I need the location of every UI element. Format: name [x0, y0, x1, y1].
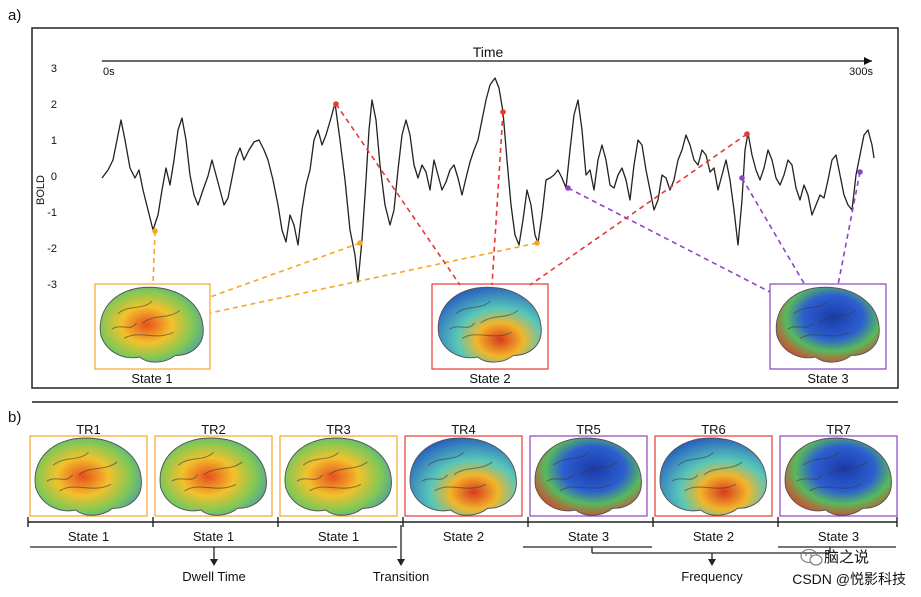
tr-frame — [29, 435, 148, 517]
tr-panel: TR2 State 1 — [154, 422, 273, 544]
tr-state-label: State 1 — [68, 529, 109, 544]
watermark-title: 脑之说 — [824, 549, 869, 566]
tr-brain-icon — [659, 437, 767, 516]
watermark-credit: CSDN @悦影科技 — [792, 571, 906, 587]
state2-sample-point — [744, 131, 750, 137]
state3-label: State 3 — [807, 371, 848, 386]
time-axis-end: 300s — [849, 66, 873, 78]
state1-sample-point — [152, 228, 158, 234]
state1-connector-1 — [152, 230, 156, 286]
tr-brain-icon — [409, 437, 517, 516]
watermark: 脑之说 CSDN @悦影科技 — [792, 548, 906, 587]
tr-state-label: State 3 — [568, 529, 609, 544]
tr-label: TR2 — [201, 422, 226, 437]
dwell-arrowhead — [210, 559, 218, 566]
state1-sample-point — [357, 240, 363, 246]
tr-label: TR7 — [826, 422, 851, 437]
panel-a-frame — [31, 27, 899, 389]
state3-connector-1 — [567, 187, 771, 293]
tr-brain-icon — [284, 437, 392, 516]
state3-connector-3 — [837, 171, 861, 286]
state3-box: State 3 — [769, 283, 887, 386]
state3-sample-point — [857, 169, 863, 175]
state1-box: State 1 — [94, 283, 211, 386]
state3-sample-point — [565, 185, 571, 191]
tr-brain-icon — [159, 437, 267, 516]
panel-a-label: a) — [8, 7, 21, 24]
state1-label: State 1 — [131, 371, 172, 386]
state2-sample-point — [500, 109, 506, 115]
state2-frame — [431, 283, 549, 370]
tr-frame — [529, 435, 648, 517]
y-tick-neg1: -1 — [47, 207, 57, 219]
tr-frame — [404, 435, 523, 517]
y-tick-neg2: -2 — [47, 243, 57, 255]
y-tick-0: 0 — [51, 171, 57, 183]
tr-brain-icon — [784, 437, 892, 516]
wechat-icon — [800, 548, 823, 566]
tr-state-label: State 1 — [318, 529, 359, 544]
tr-label: TR5 — [576, 422, 601, 437]
y-tick-neg3: -3 — [47, 279, 57, 291]
bold-signal-line — [101, 77, 875, 283]
tr-state-label: State 2 — [693, 529, 734, 544]
y-tick-2: 2 — [51, 99, 57, 111]
frequency-label: Frequency — [681, 569, 743, 584]
tr-state-label: State 3 — [818, 529, 859, 544]
state1-sample-point — [534, 240, 540, 246]
tr-panel: TR1 State 1 — [29, 422, 148, 544]
tr-frame — [779, 435, 898, 517]
state2-sample-point — [333, 101, 339, 107]
tr-frame — [154, 435, 273, 517]
transition-arrowhead — [397, 559, 405, 566]
tr-label: TR6 — [701, 422, 726, 437]
state1-connector-3 — [209, 242, 538, 314]
time-axis-start: 0s — [103, 66, 115, 78]
tr-label: TR3 — [326, 422, 351, 437]
y-axis-label: BOLD — [35, 175, 47, 205]
tr-brain-icon — [34, 437, 142, 516]
transition-label: Transition — [373, 569, 430, 584]
tr-panel: TR7 State 3 — [779, 422, 898, 544]
state3-brain-icon — [775, 286, 880, 363]
state2-connector-1 — [335, 103, 461, 286]
state1-connector-2 — [209, 242, 361, 298]
y-tick-3: 3 — [51, 63, 57, 75]
state3-frame — [769, 283, 887, 370]
state1-frame — [94, 283, 211, 370]
state2-label: State 2 — [469, 371, 510, 386]
tr-panel: TR6 State 2 — [654, 422, 773, 544]
y-tick-1: 1 — [51, 135, 57, 147]
tr-label: TR1 — [76, 422, 101, 437]
tr-panel: TR3 State 1 — [279, 422, 398, 544]
panel-b-label: b) — [8, 409, 21, 426]
tr-state-label: State 2 — [443, 529, 484, 544]
tr-panel: TR4 State 2 — [404, 422, 523, 544]
time-axis-arrowhead — [864, 57, 872, 65]
tr-row: TR1 State 1 TR2 State 1 TR3 State 1 TR4 State 2… — [29, 422, 898, 544]
tr-brain-icon — [534, 437, 642, 516]
state-timeline-ticks — [27, 517, 898, 527]
state2-brain-icon — [437, 286, 542, 363]
tr-frame — [654, 435, 773, 517]
tr-panel: TR5 State 3 — [529, 422, 648, 544]
tr-frame — [279, 435, 398, 517]
state1-brain-icon — [99, 286, 204, 363]
state2-connector-2 — [491, 111, 504, 286]
dwell-time-label: Dwell Time — [182, 569, 246, 584]
state2-connector-3 — [529, 133, 748, 286]
state3-sample-point — [739, 175, 745, 181]
tr-state-label: State 1 — [193, 529, 234, 544]
frequency-arrowhead — [708, 559, 716, 566]
tr-label: TR4 — [451, 422, 476, 437]
time-axis-title: Time — [473, 44, 504, 60]
state2-box: State 2 — [431, 283, 549, 386]
state3-connector-2 — [741, 177, 806, 286]
